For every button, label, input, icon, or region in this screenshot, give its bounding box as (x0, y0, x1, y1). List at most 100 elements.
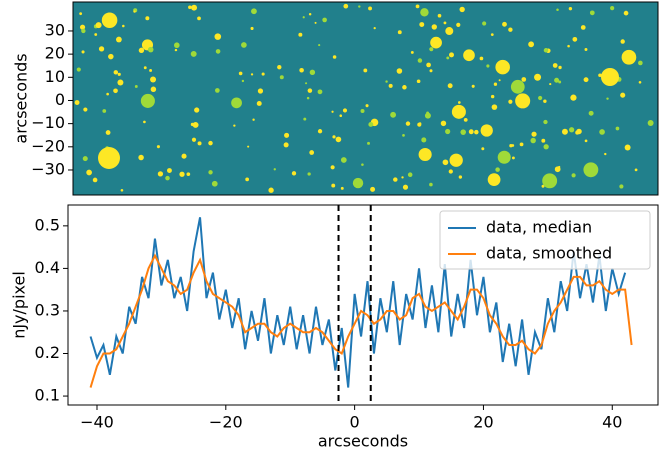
source (102, 109, 107, 113)
image-frame (72, 1, 659, 196)
source (385, 80, 388, 83)
source (417, 58, 423, 63)
source (358, 5, 361, 8)
y-tick-label: 0.2 (35, 343, 60, 362)
source (558, 65, 562, 70)
source (541, 184, 545, 188)
source (120, 188, 124, 192)
source (558, 80, 562, 84)
source (245, 177, 249, 182)
source (105, 130, 111, 135)
source (208, 170, 213, 175)
source (474, 129, 479, 135)
source (440, 120, 447, 127)
source (610, 5, 615, 11)
source (241, 42, 247, 48)
source (291, 171, 297, 176)
source (510, 79, 525, 94)
source (511, 144, 515, 147)
source (449, 52, 454, 58)
source (273, 168, 276, 171)
source (580, 25, 586, 30)
source (82, 156, 88, 162)
source (194, 107, 200, 113)
source (330, 165, 335, 170)
source (233, 124, 236, 127)
source (241, 79, 245, 83)
source (332, 135, 336, 139)
source (493, 82, 498, 86)
source (420, 8, 429, 17)
source (277, 64, 282, 70)
source (396, 68, 403, 74)
source (543, 144, 549, 150)
source (588, 110, 594, 116)
source (541, 138, 546, 143)
source (451, 104, 466, 119)
source (191, 137, 197, 142)
source (584, 139, 588, 143)
source (418, 147, 432, 162)
source (165, 175, 170, 181)
source (421, 137, 427, 143)
source (571, 173, 576, 178)
source (431, 24, 437, 30)
source (589, 10, 595, 16)
y-tick-label: 0 (55, 90, 65, 109)
source (306, 96, 310, 100)
source (98, 46, 105, 52)
source (554, 166, 561, 173)
source (174, 48, 178, 52)
source (181, 153, 187, 159)
source (192, 121, 199, 128)
source (117, 72, 121, 76)
source (429, 182, 433, 187)
source (456, 22, 461, 27)
source (147, 46, 154, 53)
source (463, 118, 468, 122)
source (140, 93, 155, 108)
source (317, 89, 323, 95)
source (460, 129, 466, 135)
source (429, 47, 434, 52)
source (583, 77, 589, 83)
source (179, 171, 185, 177)
source (471, 84, 475, 88)
source (511, 156, 515, 160)
source (407, 172, 413, 178)
source (388, 83, 393, 88)
source (448, 169, 453, 174)
plot-frame (67, 204, 659, 406)
source (268, 187, 274, 193)
source (340, 186, 344, 190)
source (402, 85, 407, 90)
source (447, 83, 453, 89)
source (298, 32, 303, 37)
source (583, 162, 599, 178)
source (283, 142, 289, 148)
source (150, 76, 157, 83)
x-tick-label: −20 (209, 413, 243, 432)
source (445, 27, 454, 36)
source (81, 50, 85, 54)
x-tick-label: 20 (473, 413, 493, 432)
source (215, 88, 220, 93)
source (113, 70, 119, 75)
source (86, 169, 92, 176)
source (531, 131, 537, 137)
source (367, 141, 370, 145)
source (83, 107, 88, 112)
source (521, 77, 527, 82)
x-tick-label: −40 (80, 413, 114, 432)
source (215, 49, 221, 54)
source (309, 150, 315, 155)
source (122, 24, 125, 28)
source (623, 10, 629, 16)
source (572, 36, 578, 42)
source (490, 33, 494, 36)
source (429, 69, 433, 73)
source (502, 21, 507, 27)
source (307, 88, 313, 93)
source (101, 12, 118, 29)
